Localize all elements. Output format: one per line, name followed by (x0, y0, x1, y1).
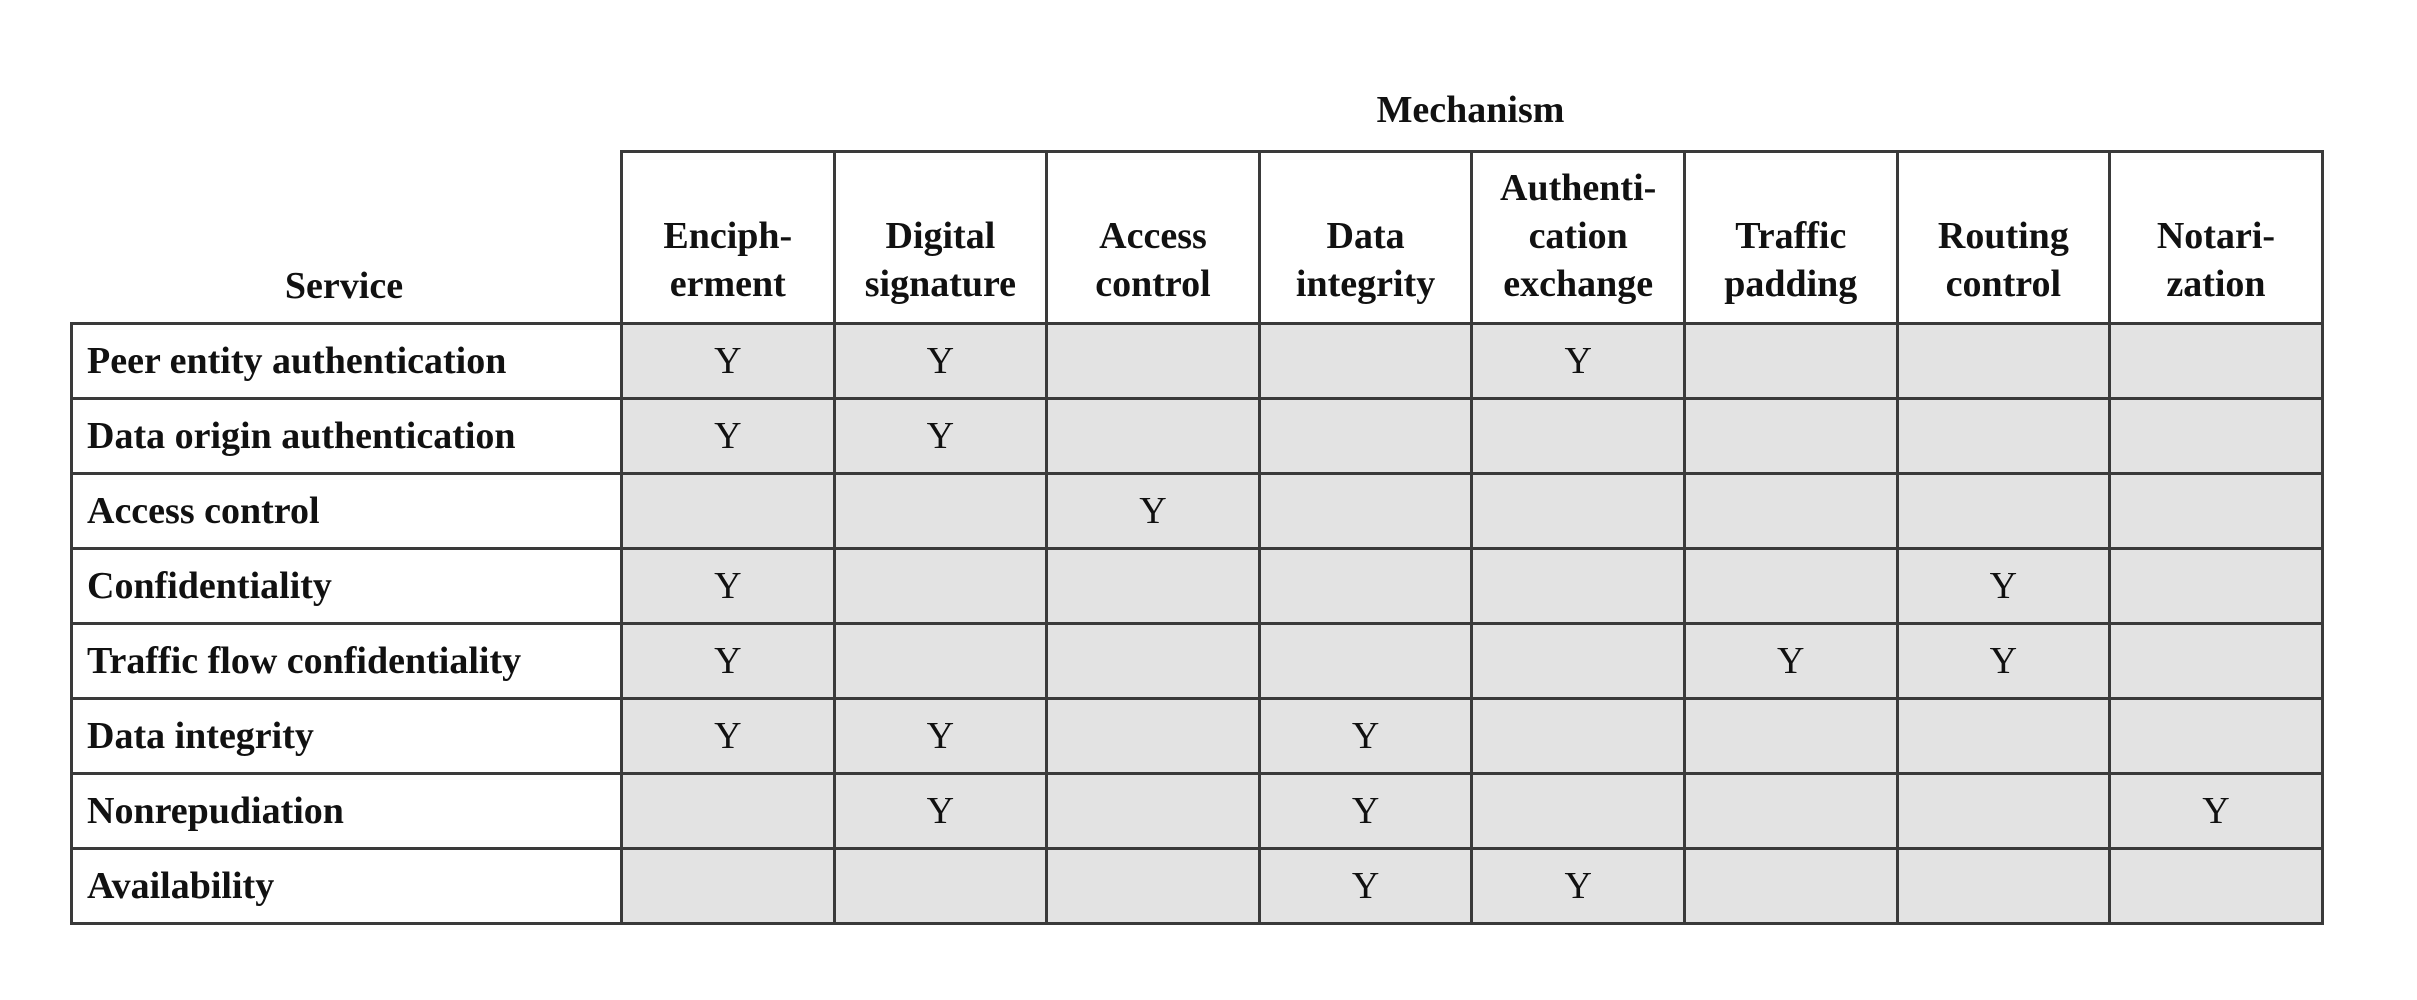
table-cell (1045, 547, 1261, 625)
table-cell (1045, 322, 1261, 400)
table-cell: Y (2108, 772, 2324, 850)
table-cell (1045, 697, 1261, 775)
table-cell (1470, 547, 1686, 625)
row-header-traffic-flow-confidentiality: Traffic flow confidentiality (70, 622, 623, 700)
table-row: Traffic flow confidentiality Y Y Y (70, 622, 2324, 700)
col-header-notarization: Notari- zation (2108, 150, 2324, 325)
table-cell (1470, 697, 1686, 775)
table-cell (2108, 547, 2324, 625)
table-cell: Y (832, 322, 1049, 400)
service-column-header: Service (284, 265, 404, 307)
table-cell: Y (1257, 847, 1474, 925)
table-row: Access control Y (70, 472, 2324, 550)
table-cell (1045, 622, 1261, 700)
table-cell (1682, 472, 1899, 550)
table-cell (832, 622, 1049, 700)
table-row: Data integrity Y Y Y (70, 697, 2324, 775)
table-cell (1895, 772, 2112, 850)
row-header-data-integrity: Data integrity (70, 697, 623, 775)
table-cell: Y (620, 322, 836, 400)
table-cell (620, 847, 836, 925)
table-cell (1257, 472, 1474, 550)
table-cell: Y (620, 397, 836, 475)
col-header-traffic-padding: Traffic padding (1682, 150, 1899, 325)
table-cell (1257, 547, 1474, 625)
header-row: Enciph- erment Digital signature Access … (72, 150, 2324, 325)
table-cell (1682, 397, 1899, 475)
col-header-authentication-exchange: Authenti- cation exchange (1470, 150, 1686, 325)
table-cell (1470, 472, 1686, 550)
table-cell (2108, 847, 2324, 925)
table-cell (832, 847, 1049, 925)
table-cell (620, 772, 836, 850)
table-cell: Y (832, 697, 1049, 775)
table-cell (1682, 547, 1899, 625)
table-row: Data origin authentication Y Y (70, 397, 2324, 475)
col-header-encipherment: Enciph- erment (620, 150, 836, 325)
table-cell (1470, 772, 1686, 850)
table-cell (1895, 472, 2112, 550)
table-cell (1682, 847, 1899, 925)
table-cell: Y (1045, 472, 1261, 550)
table-row: Availability Y Y (70, 847, 2324, 925)
row-header-confidentiality: Confidentiality (70, 547, 623, 625)
table-cell: Y (620, 622, 836, 700)
table-cell (1470, 622, 1686, 700)
table-cell (2108, 322, 2324, 400)
table-cell (1682, 772, 1899, 850)
col-header-data-integrity: Data integrity (1257, 150, 1474, 325)
table-cell (832, 472, 1049, 550)
table-cell (1045, 397, 1261, 475)
col-header-digital-signature: Digital signature (832, 150, 1049, 325)
table-cell (832, 547, 1049, 625)
mechanism-group-header: Mechanism (1376, 89, 1565, 131)
row-header-availability: Availability (70, 847, 623, 925)
table-row: Nonrepudiation Y Y Y (70, 772, 2324, 850)
row-header-data-origin-authentication: Data origin authentication (70, 397, 623, 475)
table-cell (1682, 697, 1899, 775)
row-header-nonrepudiation: Nonrepudiation (70, 772, 623, 850)
table-cell: Y (1470, 847, 1686, 925)
table-row: Confidentiality Y Y (70, 547, 2324, 625)
table-cell (1895, 397, 2112, 475)
col-header-routing-control: Routing control (1895, 150, 2112, 325)
table-cell: Y (1470, 322, 1686, 400)
table-cell (2108, 697, 2324, 775)
table-cell (1257, 322, 1474, 400)
table-cell (1682, 322, 1899, 400)
table-cell: Y (620, 547, 836, 625)
table-cell (2108, 397, 2324, 475)
table-cell: Y (832, 397, 1049, 475)
table-cell (2108, 472, 2324, 550)
table-cell (1895, 322, 2112, 400)
table-cell: Y (1682, 622, 1899, 700)
table-row: Peer entity authentication Y Y Y (70, 322, 2324, 400)
table-cell: Y (832, 772, 1049, 850)
table-cell (2108, 622, 2324, 700)
table-cell (620, 472, 836, 550)
table-cell: Y (620, 697, 836, 775)
row-header-access-control: Access control (70, 472, 623, 550)
table-cell (1257, 622, 1474, 700)
table-cell: Y (1895, 622, 2112, 700)
service-mechanism-table: Enciph- erment Digital signature Access … (70, 150, 2324, 925)
table-cell (1257, 397, 1474, 475)
table-cell (1470, 397, 1686, 475)
col-header-access-control: Access control (1045, 150, 1261, 325)
table-cell (1895, 847, 2112, 925)
table-cell: Y (1895, 547, 2112, 625)
table-cell: Y (1257, 697, 1474, 775)
table-cell (1045, 847, 1261, 925)
table-cell: Y (1257, 772, 1474, 850)
table-cell (1045, 772, 1261, 850)
row-header-peer-entity-authentication: Peer entity authentication (70, 322, 623, 400)
table-cell (1895, 697, 2112, 775)
